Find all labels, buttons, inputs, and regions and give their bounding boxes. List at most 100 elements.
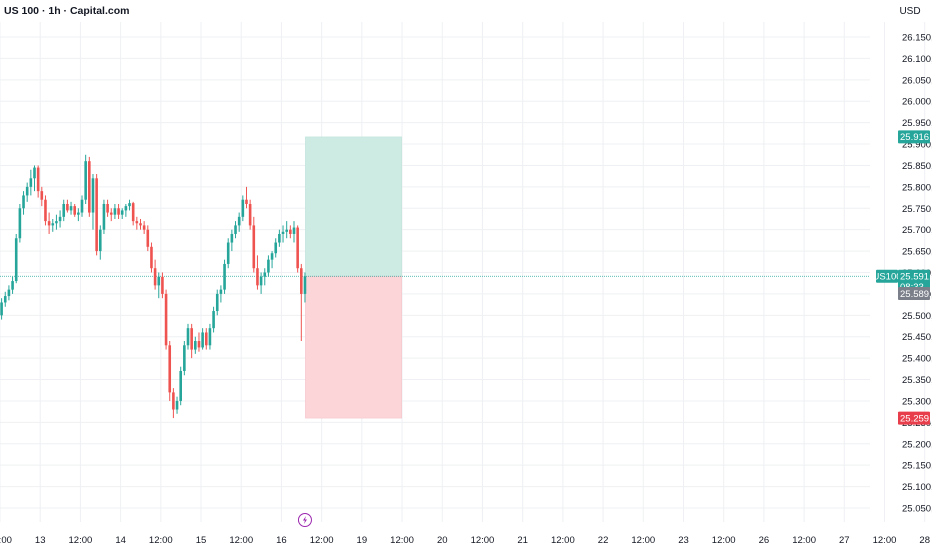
candle-up <box>259 276 263 286</box>
y-tick-label: 25.700,0 <box>902 225 932 236</box>
y-tick-label: 25.800,0 <box>902 182 932 193</box>
y-tick-label: 25.500,0 <box>902 311 932 322</box>
candle-down <box>161 276 164 294</box>
candle-up <box>29 178 33 187</box>
candle-down <box>245 199 248 204</box>
candle-up <box>91 178 95 213</box>
candle-up <box>18 208 22 239</box>
candle-down <box>44 199 47 222</box>
candle-up <box>201 332 204 348</box>
candle-up <box>194 341 197 350</box>
current-price-label: 25.591,2 <box>900 271 932 282</box>
x-tick-label: 13 <box>35 535 46 546</box>
y-tick-label: 25.200,0 <box>902 439 932 450</box>
x-tick-label: 26 <box>759 535 770 546</box>
candle-up <box>179 370 182 401</box>
y-tick-label: 25.450,0 <box>902 332 932 343</box>
candle-down <box>190 328 193 350</box>
candle-up <box>84 161 87 200</box>
candle-up <box>186 328 190 346</box>
candle-up <box>263 272 267 277</box>
x-tick-label: 20 <box>437 535 448 546</box>
candle-down <box>252 225 256 269</box>
candle-up <box>219 289 223 294</box>
candle-up <box>102 203 106 230</box>
currency-button[interactable]: USD <box>899 6 921 17</box>
candle-down <box>73 206 76 215</box>
candle-up <box>281 231 285 234</box>
y-tick-label: 25.150,0 <box>902 461 932 472</box>
candle-up <box>274 242 278 254</box>
candle-up <box>98 229 102 252</box>
candle-up <box>157 276 161 286</box>
target-price-tag <box>898 130 930 144</box>
candle-up <box>237 216 241 226</box>
candle-up <box>3 296 7 303</box>
lightning-icon <box>302 516 307 524</box>
candle-up <box>55 221 58 224</box>
candle-down <box>36 167 40 192</box>
symbol-label: US100 <box>872 271 901 282</box>
candle-up <box>51 223 55 226</box>
candle-down <box>95 178 98 252</box>
entry-price-tag <box>898 286 930 300</box>
candle-up <box>270 253 274 260</box>
x-tick-label: 12:00 <box>551 535 575 546</box>
y-tick-label: 26.100,0 <box>902 54 932 65</box>
y-tick-label: 25.350,0 <box>902 375 932 386</box>
x-tick-label: 12:00 <box>471 535 495 546</box>
chart-title: US 100 · 1h · Capital.com <box>4 5 130 17</box>
stop-zone <box>305 276 402 419</box>
candle-up <box>22 195 25 209</box>
x-tick-label: 12:00 <box>69 535 93 546</box>
target-zone <box>305 136 402 277</box>
x-tick-label: 19 <box>357 535 368 546</box>
candle-down <box>197 341 201 348</box>
candle-down <box>106 203 109 213</box>
y-tick-label: 26.000,0 <box>902 97 932 108</box>
y-tick-label: 25.650,0 <box>902 247 932 258</box>
x-tick-label: 12:00 <box>390 535 414 546</box>
y-tick-label: 26.150,0 <box>902 33 932 44</box>
y-tick-label: 25.900,0 <box>902 140 932 151</box>
candle-down <box>172 392 175 410</box>
candle-down <box>296 227 299 269</box>
y-tick-label: 25.750,0 <box>902 204 932 215</box>
candle-up <box>212 311 215 329</box>
candle-up <box>208 328 212 346</box>
candle-up <box>292 227 296 234</box>
candle-down <box>168 345 172 393</box>
candle-down <box>204 332 208 346</box>
candle-up <box>69 206 73 211</box>
candle-down <box>135 221 139 224</box>
candle-up <box>58 216 62 222</box>
candle-down <box>289 229 292 234</box>
symbol-tag <box>876 269 898 283</box>
candle-down <box>88 161 91 213</box>
candle-up <box>0 302 3 316</box>
x-tick-label: 12:00 <box>229 535 253 546</box>
candle-up <box>234 225 237 234</box>
candle-up <box>175 400 179 410</box>
x-tick-label: 27 <box>839 535 850 546</box>
candle-up <box>223 263 226 290</box>
candle-up <box>303 276 307 294</box>
candle-up <box>11 281 14 290</box>
x-tick-label: 12:00 <box>873 535 897 546</box>
candle-down <box>47 221 51 226</box>
y-tick-label: 25.050,0 <box>902 504 932 515</box>
candle-down <box>256 268 259 286</box>
x-tick-label: 16 <box>276 535 287 546</box>
x-tick-label: 12:00 <box>631 535 655 546</box>
candle-up <box>120 210 124 215</box>
candle-up <box>33 167 36 179</box>
x-tick-label: 12:00 <box>792 535 816 546</box>
candle-down <box>117 208 120 215</box>
x-tick-label: 12:00 <box>310 535 334 546</box>
candle-down <box>150 246 153 269</box>
candle-down <box>248 203 252 226</box>
y-tick-label: 26.050,0 <box>902 75 932 86</box>
candle-down <box>300 268 303 294</box>
candle-up <box>7 289 11 297</box>
